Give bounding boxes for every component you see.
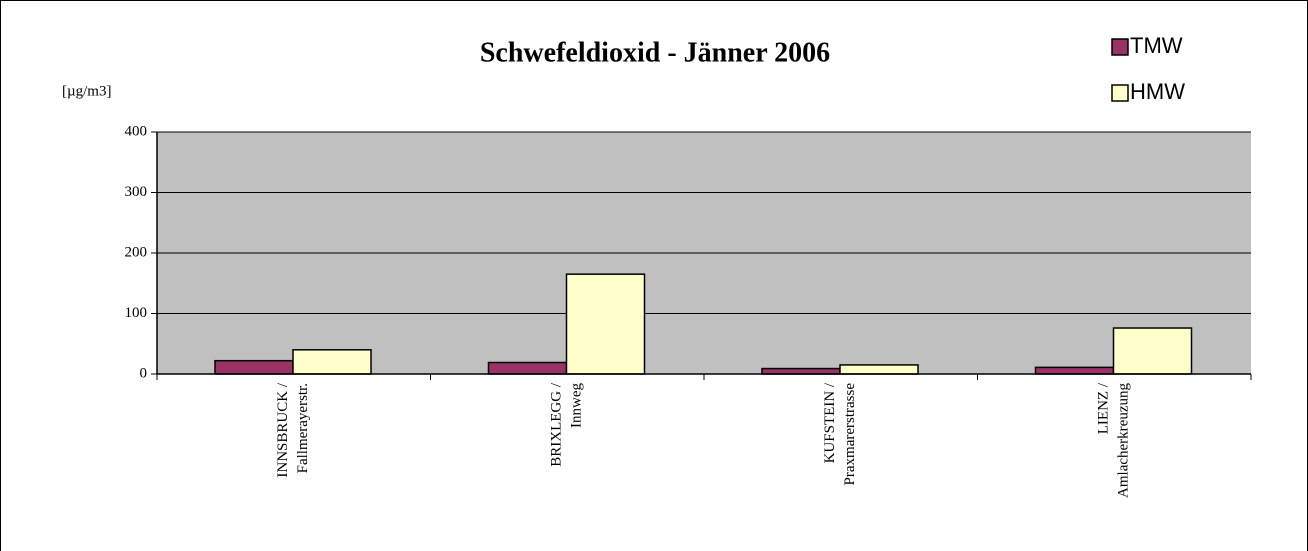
legend-label: TMW: [1130, 33, 1183, 58]
x-tick-label: Praxmarerstrasse: [842, 383, 858, 486]
bar: [292, 349, 372, 375]
x-tick-label: INNSBRUCK /: [275, 382, 291, 477]
x-tick-label: LIENZ /: [1096, 382, 1112, 434]
legend-label: HMW: [1130, 79, 1185, 104]
x-tick-label: BRIXLEGG /: [549, 382, 565, 467]
bar: [761, 367, 841, 375]
x-tick-label: Fallmerayerstr.: [295, 383, 311, 473]
y-tick-label: 300: [125, 184, 148, 200]
bar: [214, 359, 294, 375]
legend-swatch: [1111, 84, 1129, 102]
bar: [565, 273, 646, 375]
y-tick-label: 100: [125, 305, 148, 321]
bar: [839, 364, 919, 375]
bar: [1034, 366, 1115, 375]
y-tick-label: 400: [125, 123, 148, 139]
x-tick-label: Innweg: [569, 383, 585, 428]
bar: [487, 361, 568, 375]
y-axis-label: [µg/m3]: [62, 83, 111, 99]
bar: [1112, 327, 1193, 375]
y-tick-label: 0: [140, 365, 148, 381]
legend-swatch: [1111, 38, 1129, 56]
x-tick-label: KUFSTEIN /: [822, 382, 838, 463]
chart-title: Schwefeldioxid - Jänner 2006: [480, 37, 830, 68]
x-tick-label: Amlacherkreuzung: [1116, 383, 1132, 498]
y-tick-label: 200: [125, 244, 148, 260]
